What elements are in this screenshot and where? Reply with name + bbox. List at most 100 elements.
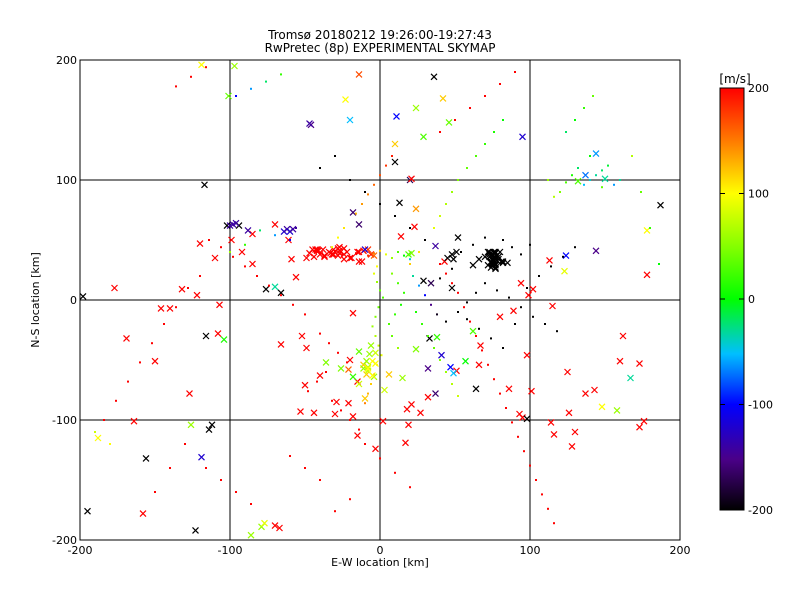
- data-point-dot: [127, 380, 129, 383]
- data-point-cross: [130, 417, 138, 425]
- data-point-dot: [374, 335, 377, 337]
- colorbar-tick-label: -100: [748, 399, 773, 412]
- data-point-dot: [373, 183, 375, 186]
- data-point-dot: [475, 155, 477, 157]
- data-point-cross: [288, 255, 295, 263]
- data-point-dot: [175, 85, 177, 88]
- data-point-dot: [139, 361, 141, 364]
- x-tick-label: 0: [377, 544, 384, 557]
- data-point-dot: [601, 169, 603, 172]
- data-point-dot: [505, 407, 507, 409]
- data-point-dot: [484, 236, 486, 239]
- data-point-dot: [265, 80, 267, 83]
- data-point-dot: [445, 320, 447, 323]
- data-point-cross: [475, 255, 483, 263]
- data-point-dot: [457, 179, 459, 181]
- data-point-dot: [457, 311, 459, 313]
- data-point-dot: [457, 395, 459, 397]
- data-point-dot: [334, 510, 336, 513]
- data-point-cross: [447, 363, 454, 371]
- data-point-cross: [345, 366, 352, 374]
- data-point-dot: [514, 323, 516, 325]
- data-point-dot: [565, 181, 567, 184]
- data-point-dot: [377, 306, 380, 309]
- data-point-cross: [601, 175, 609, 183]
- data-point-dot: [373, 252, 375, 255]
- data-point-cross: [142, 454, 150, 462]
- data-point-dot: [583, 183, 585, 186]
- data-point-cross: [271, 522, 279, 530]
- data-point-cross: [366, 350, 373, 358]
- x-tick-label: 200: [670, 544, 691, 557]
- data-point-dot: [184, 443, 186, 445]
- data-point-cross: [499, 258, 507, 266]
- data-point-cross: [568, 442, 576, 450]
- data-point-dot: [361, 248, 363, 251]
- data-point-dot: [364, 191, 366, 193]
- data-point-cross: [391, 140, 399, 148]
- data-point-dot: [502, 239, 504, 241]
- data-point-dot: [445, 371, 447, 373]
- data-point-dot: [103, 419, 105, 421]
- data-point-cross: [196, 240, 204, 248]
- data-point-dot: [376, 363, 378, 366]
- data-points: [80, 61, 664, 539]
- data-point-cross: [454, 234, 462, 242]
- data-point-dot: [445, 272, 447, 275]
- data-point-cross: [193, 291, 201, 299]
- data-point-dot: [377, 344, 380, 347]
- data-point-cross: [432, 390, 439, 398]
- colorbar: [m/s] 200 100 0 -100 -200: [719, 72, 773, 517]
- data-point-cross: [408, 175, 415, 183]
- data-point-cross: [277, 289, 285, 297]
- data-point-cross: [187, 421, 195, 429]
- data-point-dot: [451, 282, 453, 285]
- data-point-dot: [232, 255, 234, 258]
- data-point-cross: [417, 409, 424, 417]
- data-point-cross: [337, 364, 345, 372]
- data-point-cross: [472, 385, 480, 393]
- data-point-cross: [310, 253, 318, 261]
- data-point-cross: [643, 271, 651, 279]
- data-point-cross: [354, 432, 361, 440]
- data-point-dot: [175, 306, 177, 309]
- data-point-dot: [520, 253, 522, 256]
- data-point-dot: [289, 455, 291, 457]
- data-point-dot: [220, 246, 222, 249]
- data-point-dot: [169, 467, 171, 469]
- data-point-cross: [277, 340, 285, 348]
- chart-subtitle: RwPretec (8p) EXPERIMENTAL SKYMAP: [264, 41, 496, 55]
- data-point-dot: [397, 347, 399, 349]
- data-point-cross: [363, 357, 370, 365]
- data-point-dot: [244, 265, 246, 268]
- data-point-dot: [418, 251, 420, 253]
- data-point-cross: [123, 334, 130, 342]
- data-point-dot: [538, 275, 540, 277]
- data-point-cross: [490, 248, 498, 256]
- data-point-dot: [280, 294, 282, 297]
- data-point-cross: [448, 250, 456, 258]
- data-point-cross: [303, 254, 310, 262]
- data-point-cross: [469, 327, 477, 335]
- data-point-cross: [399, 374, 406, 382]
- data-point-dot: [364, 402, 366, 405]
- data-point-dot: [517, 435, 519, 438]
- data-point-dot: [259, 229, 261, 232]
- data-point-dot: [397, 251, 399, 253]
- chart-title: Tromsø 20180212 19:26:00-19:27:43: [268, 28, 492, 42]
- data-point-cross: [306, 120, 313, 128]
- data-point-dot: [109, 443, 111, 445]
- data-point-dot: [154, 491, 156, 493]
- data-point-cross: [372, 349, 379, 357]
- data-point-cross: [523, 415, 531, 423]
- data-point-cross: [450, 369, 457, 377]
- data-point-cross: [325, 248, 333, 256]
- data-point-cross: [582, 390, 589, 398]
- data-point-dot: [229, 251, 231, 253]
- data-point-cross: [396, 199, 403, 207]
- data-point-cross: [223, 222, 231, 230]
- data-point-cross: [391, 158, 399, 166]
- data-point-cross: [475, 361, 483, 369]
- data-point-dot: [397, 282, 399, 285]
- data-point-dot: [349, 179, 351, 181]
